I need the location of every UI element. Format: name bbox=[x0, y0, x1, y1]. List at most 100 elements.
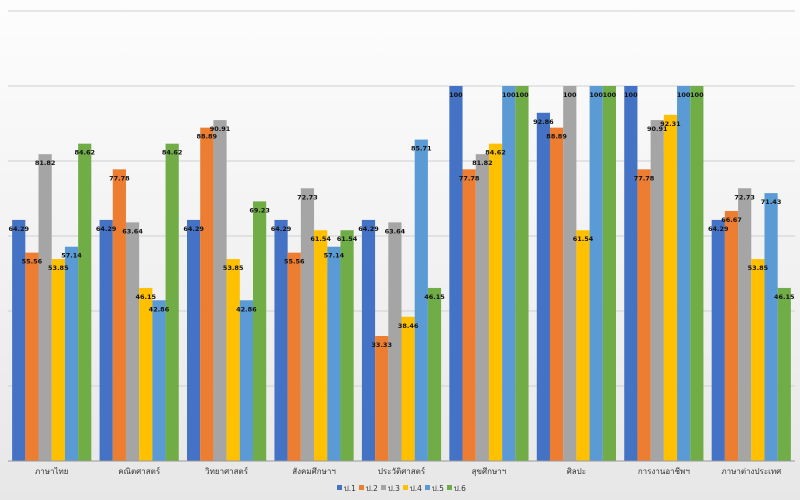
legend: ป.1 ป.2 ป.3 ป.4 ป.5 ป.6 bbox=[337, 484, 466, 493]
bar bbox=[764, 193, 778, 461]
bar bbox=[602, 86, 616, 461]
bar bbox=[690, 86, 704, 461]
bar bbox=[650, 120, 664, 462]
data-label: 64.29 bbox=[358, 225, 379, 233]
data-label: 61.54 bbox=[573, 235, 594, 243]
legend-label: ป.4 bbox=[410, 484, 422, 493]
bar bbox=[637, 169, 651, 461]
data-label: 77.78 bbox=[459, 174, 480, 182]
bar bbox=[777, 287, 791, 461]
x-tick-label: คณิตศาสตร์ bbox=[118, 466, 161, 476]
data-label: 100 bbox=[624, 91, 638, 99]
legend-item: ป.3 bbox=[381, 484, 400, 493]
data-label: 64.29 bbox=[96, 225, 117, 233]
x-tick-label: การงานอาชีพฯ bbox=[638, 467, 690, 476]
legend-swatch bbox=[403, 485, 408, 490]
data-label: 84.62 bbox=[74, 149, 95, 157]
bars bbox=[12, 86, 791, 462]
bar bbox=[340, 230, 354, 461]
bar bbox=[515, 86, 529, 461]
legend-label: ป.6 bbox=[454, 484, 466, 493]
legend-swatch bbox=[447, 485, 452, 490]
bar bbox=[99, 219, 113, 461]
bar bbox=[287, 252, 301, 461]
bar bbox=[711, 219, 725, 461]
bar bbox=[462, 169, 476, 461]
data-label: 64.29 bbox=[271, 225, 292, 233]
bar bbox=[314, 230, 328, 461]
bar bbox=[401, 316, 415, 461]
bar bbox=[663, 114, 678, 462]
bar bbox=[536, 112, 550, 462]
data-label: 77.78 bbox=[634, 174, 655, 182]
data-label: 100 bbox=[502, 91, 516, 99]
bar bbox=[125, 222, 140, 461]
data-label: 71.43 bbox=[761, 198, 782, 206]
legend-item: ป.4 bbox=[403, 484, 422, 493]
data-label: 64.29 bbox=[183, 225, 204, 233]
data-label: 55.56 bbox=[22, 258, 43, 266]
data-label: 63.64 bbox=[122, 227, 143, 235]
x-tick-label: สุขศึกษาฯ bbox=[472, 467, 507, 476]
bar bbox=[213, 120, 227, 462]
data-label: 85.71 bbox=[411, 145, 432, 153]
bar bbox=[12, 219, 26, 461]
x-tick-label: วิทยาศาสตร์ bbox=[205, 466, 249, 476]
data-label: 61.54 bbox=[337, 235, 358, 243]
data-label: 69.23 bbox=[249, 206, 270, 214]
data-label: 64.29 bbox=[708, 225, 729, 233]
bar bbox=[112, 169, 126, 461]
data-label: 81.82 bbox=[472, 159, 493, 167]
data-label: 100 bbox=[563, 91, 577, 99]
bar bbox=[502, 86, 516, 461]
bar bbox=[677, 86, 691, 461]
bar bbox=[624, 86, 638, 461]
bar bbox=[563, 86, 577, 461]
data-label: 100 bbox=[449, 91, 463, 99]
legend-swatch bbox=[359, 485, 364, 490]
data-label: 38.46 bbox=[398, 322, 419, 330]
data-label: 46.15 bbox=[424, 293, 445, 301]
bar bbox=[165, 143, 179, 462]
bar bbox=[475, 154, 489, 462]
data-label: 66.67 bbox=[721, 216, 742, 224]
data-label: 90.91 bbox=[647, 125, 668, 133]
data-label: 100 bbox=[690, 91, 704, 99]
bar bbox=[78, 143, 92, 462]
data-label: 72.73 bbox=[297, 193, 318, 201]
bar bbox=[187, 219, 201, 461]
bar bbox=[226, 259, 240, 461]
legend-label: ป.1 bbox=[344, 484, 356, 493]
data-label: 57.14 bbox=[324, 252, 345, 260]
bar bbox=[589, 86, 603, 461]
legend-label: ป.5 bbox=[432, 484, 444, 493]
bar bbox=[300, 188, 315, 461]
data-label: 92.86 bbox=[533, 118, 554, 126]
bar bbox=[361, 219, 376, 461]
data-label: 46.15 bbox=[774, 293, 795, 301]
bar bbox=[738, 188, 752, 461]
legend-swatch bbox=[425, 485, 430, 490]
data-label: 53.85 bbox=[748, 264, 769, 272]
data-label: 46.15 bbox=[135, 293, 156, 301]
bar bbox=[375, 336, 389, 461]
bar bbox=[488, 143, 503, 462]
data-label: 53.85 bbox=[223, 264, 244, 272]
x-tick-label: สังคมศึกษาฯ bbox=[292, 467, 336, 476]
data-label: 42.86 bbox=[236, 305, 257, 313]
data-label: 84.62 bbox=[485, 149, 506, 157]
bar bbox=[51, 259, 65, 461]
bar bbox=[724, 210, 739, 461]
legend-label: ป.2 bbox=[366, 484, 378, 493]
data-label: 55.56 bbox=[284, 258, 305, 266]
x-tick-label: ศิลปะ bbox=[567, 467, 586, 476]
legend-label: ป.3 bbox=[388, 484, 400, 493]
legend-item: ป.5 bbox=[425, 484, 444, 493]
data-label: 100 bbox=[589, 91, 603, 99]
bar bbox=[64, 246, 79, 461]
bar bbox=[253, 201, 267, 461]
bar bbox=[152, 300, 166, 461]
bar bbox=[576, 230, 590, 461]
legend-swatch bbox=[337, 485, 342, 490]
